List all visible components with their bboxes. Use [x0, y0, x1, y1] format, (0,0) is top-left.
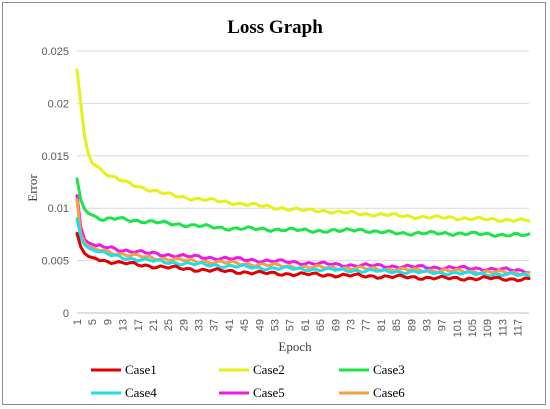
- series-line-case3: [75, 177, 531, 238]
- x-tick-label: 5: [87, 319, 99, 325]
- x-tick-labels: 1 5 9 13 17 21 25 29 33 37 41 45 49 53 57 61 65 69 73 77 81 8…: [72, 319, 525, 337]
- x-tick-label: 57: [285, 319, 297, 331]
- x-tick-label: 85: [391, 319, 403, 331]
- x-tick-label: 9: [102, 319, 114, 325]
- x-tick-label: 93: [421, 319, 433, 331]
- legend-label-case3: Case3: [373, 362, 405, 377]
- x-tick-label: 61: [300, 319, 312, 331]
- x-tick-label: 17: [133, 319, 145, 331]
- y-tick-label: 0.005: [41, 256, 69, 268]
- series-lines: [75, 68, 531, 283]
- legend-label-case2: Case2: [253, 362, 285, 377]
- x-tick-label: 97: [437, 319, 449, 331]
- x-tick-label: 41: [224, 319, 236, 331]
- x-tick-label: 45: [239, 319, 251, 331]
- x-tick-label: 69: [330, 319, 342, 331]
- x-tick-label: 1: [72, 319, 84, 325]
- series-line-case1: [75, 231, 531, 283]
- y-tick-label: 0.015: [41, 151, 69, 163]
- x-tick-label: 109: [482, 319, 494, 337]
- x-axis-label: Epoch: [278, 339, 312, 354]
- x-tick-label: 113: [497, 319, 509, 337]
- y-tick-label: 0.01: [48, 203, 69, 215]
- x-tick-label: 89: [406, 319, 418, 331]
- series-line-case2: [75, 68, 531, 223]
- x-tick-label: 25: [163, 319, 175, 331]
- x-tick-label: 13: [118, 319, 130, 331]
- legend-label-case5: Case5: [253, 385, 285, 400]
- x-tick-label: 105: [467, 319, 479, 337]
- x-tick-label: 33: [194, 319, 206, 331]
- x-tick-label: 77: [361, 319, 373, 331]
- x-tick-label: 49: [254, 319, 266, 331]
- legend-label-case6: Case6: [373, 385, 405, 400]
- chart-title: Loss Graph: [227, 17, 323, 38]
- y-tick-label: 0: [63, 308, 69, 320]
- x-tick-label: 117: [513, 319, 525, 337]
- x-tick-label: 21: [148, 319, 160, 331]
- x-tick-label: 29: [178, 319, 190, 331]
- x-tick-label: 53: [270, 319, 282, 331]
- series-line-case6: [75, 198, 531, 277]
- x-tick-label: 65: [315, 319, 327, 331]
- y-tick-label: 0.025: [41, 46, 69, 58]
- x-tick-label: 37: [209, 319, 221, 331]
- y-axis-label: Error: [25, 174, 40, 202]
- x-tick-label: 101: [452, 319, 464, 337]
- legend: Case1 Case2 Case3 Case4 Case5 Case6: [91, 362, 405, 400]
- legend-label-case4: Case4: [125, 385, 157, 400]
- y-tick-label: 0.02: [48, 98, 69, 110]
- series-line-case5: [75, 194, 531, 275]
- y-tick-labels: 0 0.005 0.01 0.015 0.02 0.025: [41, 46, 69, 320]
- legend-label-case1: Case1: [125, 362, 157, 377]
- x-tick-label: 81: [376, 319, 388, 331]
- series-line-case4: [75, 217, 531, 278]
- x-tick-label: 73: [345, 319, 357, 331]
